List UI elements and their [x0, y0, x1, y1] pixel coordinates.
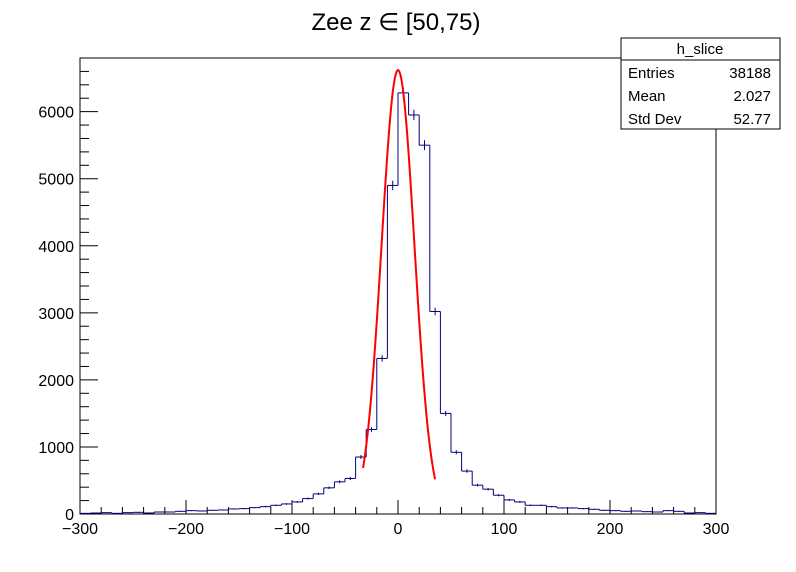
- histogram-bin: [79, 512, 91, 514]
- histogram-bin: [143, 512, 155, 514]
- histogram-bin: [280, 503, 292, 506]
- histogram-bin: [429, 145, 441, 316]
- x-tick-label: 0: [394, 521, 403, 538]
- x-tick-label: −100: [274, 521, 310, 538]
- x-tick-label: 100: [491, 521, 518, 538]
- histogram-bin: [100, 512, 112, 514]
- fit-curve: [362, 69, 437, 480]
- histogram-bin: [196, 510, 208, 512]
- histogram-bin: [418, 115, 430, 151]
- y-tick-label: 4000: [38, 239, 74, 256]
- histogram-bin: [630, 510, 642, 512]
- histogram-bin: [620, 510, 632, 512]
- histogram-bin: [439, 311, 451, 417]
- y-tick-label: 0: [65, 507, 74, 524]
- histogram-bin: [153, 511, 165, 513]
- histogram-bin: [673, 510, 685, 512]
- histogram-bin: [450, 413, 462, 455]
- histogram-bin: [535, 504, 547, 507]
- y-tick-label: 2000: [38, 373, 74, 390]
- histogram-bin: [376, 355, 388, 430]
- y-tick-label: 6000: [38, 105, 74, 122]
- histogram-bin: [408, 92, 420, 121]
- x-axis: −300 −200 −100 0 100 200 300: [62, 500, 729, 538]
- histogram-bin: [185, 510, 197, 512]
- histogram-bin: [598, 509, 610, 511]
- chart-title: Zee z ∈ [50,75): [312, 9, 481, 36]
- histogram-bin: [482, 485, 494, 491]
- histogram-bin: [333, 480, 345, 488]
- x-tick-label: 300: [703, 521, 730, 538]
- histogram-bin: [111, 512, 123, 514]
- y-tick-label: 1000: [38, 440, 74, 457]
- histogram-bin: [651, 511, 663, 513]
- y-tick-label: 3000: [38, 306, 74, 323]
- histogram-bin: [121, 512, 133, 514]
- stats-box-frame: [620, 37, 781, 130]
- stats-mean-value: 2.027: [733, 88, 771, 105]
- histogram-bin: [217, 509, 229, 511]
- histogram-bin: [227, 508, 239, 510]
- x-tick-label: −300: [62, 521, 98, 538]
- stats-mean-label: Mean: [628, 88, 666, 105]
- histogram-bin: [545, 505, 557, 508]
- x-tick-label: 200: [597, 521, 624, 538]
- histogram-bin: [577, 507, 589, 510]
- gaussian-fit-line: [362, 69, 437, 480]
- histogram-bin: [556, 506, 568, 509]
- histogram-bin: [588, 508, 600, 510]
- histogram-bin: [238, 508, 250, 510]
- histogram-bin: [132, 511, 144, 513]
- histogram-bin: [471, 471, 483, 487]
- histogram-bin: [206, 509, 218, 511]
- histogram-bin: [694, 512, 706, 514]
- histogram-bin: [302, 497, 314, 502]
- histogram-bin: [492, 489, 504, 497]
- histogram-bin: [609, 510, 621, 512]
- histogram-bin: [344, 476, 356, 482]
- histogram-bin: [291, 501, 303, 504]
- stats-stddev-label: Std Dev: [628, 111, 682, 128]
- histogram-bin: [174, 510, 186, 512]
- histogram-bin: [524, 501, 536, 507]
- x-tick-label: −200: [168, 521, 204, 538]
- histogram-bin: [567, 507, 579, 509]
- stats-entries-value: 38188: [729, 65, 771, 82]
- histogram-bin: [461, 452, 473, 473]
- histogram-bin: [270, 504, 282, 507]
- y-tick-label: 5000: [38, 172, 74, 189]
- histogram-bin: [514, 499, 526, 503]
- y-axis: 0 1000 2000 3000 4000 5000 6000: [38, 57, 98, 524]
- histogram: [79, 87, 717, 514]
- histogram-bin: [683, 511, 695, 514]
- histogram-bin: [704, 512, 716, 514]
- histogram-bin: [641, 510, 653, 513]
- stats-box: h_slice Entries 38188 Mean 2.027 Std Dev…: [620, 37, 781, 130]
- histogram-bin: [90, 512, 102, 514]
- histogram-bin: [259, 505, 271, 508]
- stats-box-title: h_slice: [677, 41, 724, 58]
- histogram-bin: [662, 510, 674, 512]
- histogram-bin: [323, 486, 335, 494]
- histogram-bin: [164, 511, 176, 513]
- stats-stddev-value: 52.77: [733, 111, 771, 128]
- histogram-bin: [503, 495, 515, 501]
- histogram-bin: [312, 492, 324, 499]
- histogram-bin: [249, 506, 261, 509]
- histogram-bin: [386, 180, 398, 359]
- stats-entries-label: Entries: [628, 65, 675, 82]
